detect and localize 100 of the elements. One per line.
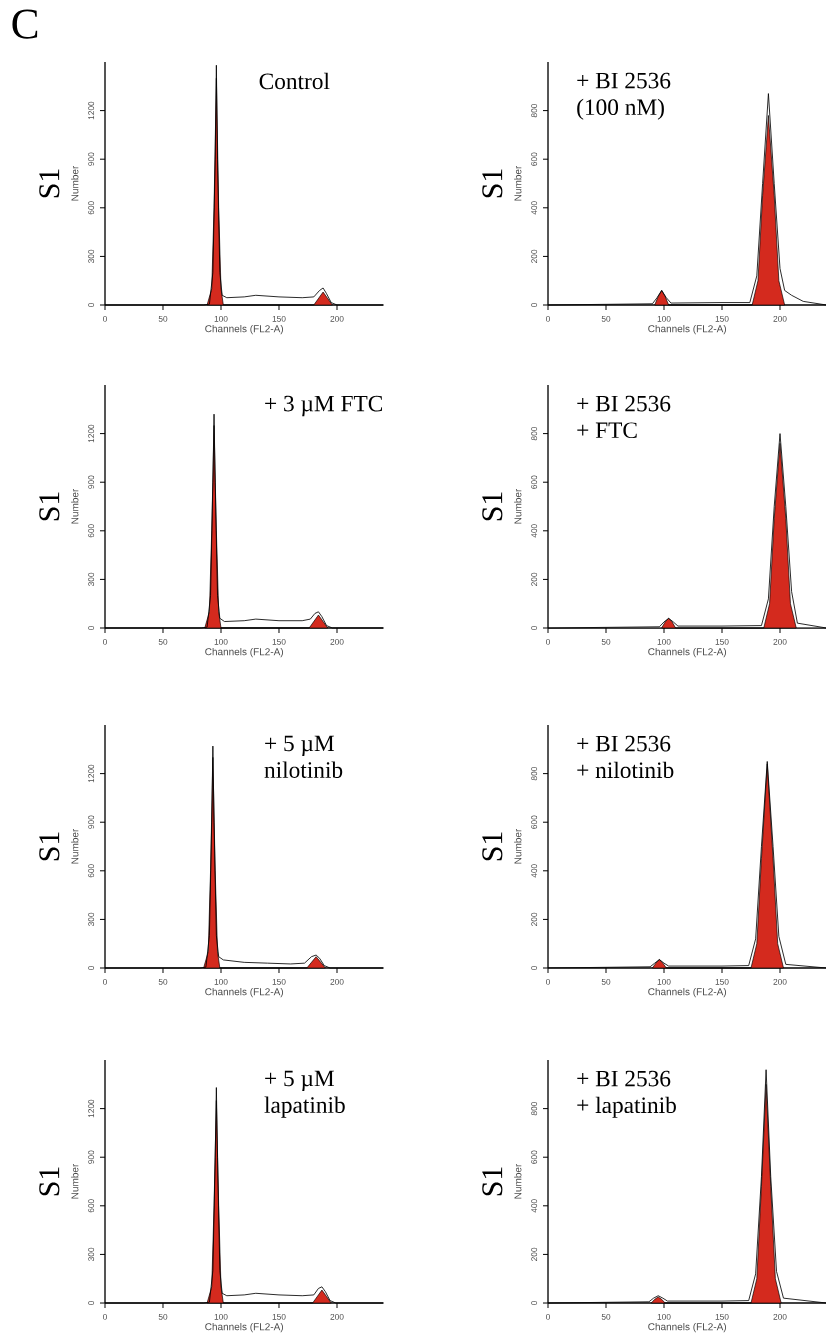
x-tick-label: 50 bbox=[601, 1313, 611, 1320]
chart-title: + BI 2536 bbox=[577, 735, 671, 752]
y-tick-label: 0 bbox=[531, 626, 538, 631]
x-tick-label: 50 bbox=[158, 638, 168, 645]
text: S1 bbox=[39, 832, 60, 861]
chart-title: + 5 µM bbox=[265, 1070, 335, 1092]
y-tick-label: 200 bbox=[531, 249, 538, 263]
text: S1 bbox=[39, 1167, 60, 1196]
x-tick-label: 150 bbox=[272, 1313, 286, 1320]
x-tick-label: 50 bbox=[601, 315, 611, 322]
x-tick-label: 50 bbox=[158, 978, 168, 985]
x-tick-label: 0 bbox=[546, 638, 550, 645]
x-tick-label: 100 bbox=[657, 638, 671, 645]
chart-title: + BI 2536 bbox=[577, 1070, 671, 1087]
y-tick-label: 600 bbox=[88, 1199, 95, 1213]
y-tick-label: 800 bbox=[531, 426, 538, 441]
x-tick-label: 50 bbox=[158, 315, 168, 322]
x-tick-label: 50 bbox=[601, 638, 611, 645]
y-tick-label: 300 bbox=[88, 572, 95, 587]
y-axis-title: Number bbox=[514, 828, 522, 864]
y-tick-label: 200 bbox=[531, 1247, 538, 1261]
x-tick-label: 0 bbox=[546, 315, 550, 322]
y-axis-title: Number bbox=[514, 165, 522, 201]
x-tick-label: 0 bbox=[103, 315, 107, 322]
x-axis-title: Channels (FL2-A) bbox=[205, 987, 284, 998]
y-axis-title: Number bbox=[71, 828, 79, 864]
y-tick-label: 0 bbox=[531, 303, 538, 308]
x-tick-label: 200 bbox=[773, 1313, 787, 1320]
x-axis-title: Channels (FL2-A) bbox=[205, 1322, 284, 1333]
y-tick-label: 900 bbox=[88, 815, 95, 829]
chart-title: + 3 µM FTC bbox=[265, 395, 383, 417]
y-tick-label: 600 bbox=[531, 475, 538, 489]
x-tick-label: 100 bbox=[657, 978, 671, 985]
y-tick-label: 1200 bbox=[88, 1099, 95, 1118]
y-tick-label: 600 bbox=[88, 864, 95, 878]
y-axis-title: Number bbox=[514, 1163, 522, 1199]
x-axis-title: Channels (FL2-A) bbox=[648, 647, 727, 658]
y-tick-label: 0 bbox=[531, 1301, 538, 1306]
text: S1 bbox=[482, 169, 503, 198]
y-tick-label: 600 bbox=[531, 152, 538, 166]
y-axis-title: Number bbox=[71, 1163, 79, 1199]
y-tick-label: 800 bbox=[531, 766, 538, 781]
text: lapatinib bbox=[264, 1096, 345, 1118]
y-axis-title: Number bbox=[514, 488, 522, 524]
x-tick-label: 200 bbox=[330, 978, 344, 985]
x-tick-label: 0 bbox=[103, 638, 107, 645]
y-tick-label: 300 bbox=[88, 249, 95, 264]
x-tick-label: 0 bbox=[103, 978, 107, 985]
x-tick-label: 0 bbox=[546, 978, 550, 985]
y-tick-label: 1200 bbox=[88, 424, 95, 443]
y-tick-label: 600 bbox=[531, 1150, 538, 1164]
y-tick-label: 400 bbox=[531, 1199, 538, 1213]
x-tick-label: 200 bbox=[330, 638, 344, 645]
y-tick-label: 800 bbox=[531, 1101, 538, 1116]
y-tick-label: 200 bbox=[531, 912, 538, 926]
y-tick-label: 600 bbox=[88, 201, 95, 215]
text: + FTC bbox=[577, 422, 637, 439]
x-tick-label: 50 bbox=[601, 978, 611, 985]
x-axis-title: Channels (FL2-A) bbox=[205, 324, 284, 335]
x-tick-label: 200 bbox=[773, 978, 787, 985]
text: S1 bbox=[39, 492, 60, 521]
y-tick-label: 900 bbox=[88, 1150, 95, 1164]
y-tick-label: 900 bbox=[88, 475, 95, 489]
x-tick-label: 200 bbox=[330, 1313, 344, 1320]
x-tick-label: 150 bbox=[272, 638, 286, 645]
x-tick-label: 200 bbox=[330, 315, 344, 322]
x-tick-label: 0 bbox=[103, 1313, 107, 1320]
text: C bbox=[12, 9, 38, 39]
text: (100 nM) bbox=[577, 98, 664, 120]
x-tick-label: 150 bbox=[272, 315, 286, 322]
chart-title: + 5 µM bbox=[265, 735, 335, 757]
y-tick-label: 0 bbox=[88, 966, 95, 971]
y-tick-label: 400 bbox=[531, 524, 538, 538]
text: S1 bbox=[39, 169, 60, 198]
y-tick-label: 400 bbox=[531, 201, 538, 215]
text: S1 bbox=[482, 1167, 503, 1196]
y-tick-label: 0 bbox=[88, 1301, 95, 1306]
x-tick-label: 200 bbox=[773, 315, 787, 322]
x-tick-label: 150 bbox=[715, 978, 729, 985]
y-tick-label: 0 bbox=[88, 626, 95, 631]
x-tick-label: 50 bbox=[158, 1313, 168, 1320]
text: + lapatinib bbox=[577, 1096, 676, 1118]
text: + nilotinib bbox=[577, 761, 674, 779]
x-tick-label: 100 bbox=[657, 1313, 671, 1320]
y-tick-label: 1200 bbox=[88, 101, 95, 120]
x-tick-label: 100 bbox=[214, 638, 228, 645]
x-tick-label: 100 bbox=[214, 978, 228, 985]
y-tick-label: 600 bbox=[531, 815, 538, 829]
y-tick-label: 900 bbox=[88, 152, 95, 166]
x-tick-label: 150 bbox=[272, 978, 286, 985]
y-tick-label: 300 bbox=[88, 1247, 95, 1262]
y-axis-title: Number bbox=[71, 488, 79, 524]
x-tick-label: 100 bbox=[214, 1313, 228, 1320]
x-axis-title: Channels (FL2-A) bbox=[648, 987, 727, 998]
chart-title: + BI 2536 bbox=[577, 395, 671, 412]
y-tick-label: 0 bbox=[531, 966, 538, 971]
y-axis-title: Number bbox=[71, 165, 79, 201]
x-tick-label: 150 bbox=[715, 315, 729, 322]
x-tick-label: 150 bbox=[715, 638, 729, 645]
y-tick-label: 400 bbox=[531, 864, 538, 878]
